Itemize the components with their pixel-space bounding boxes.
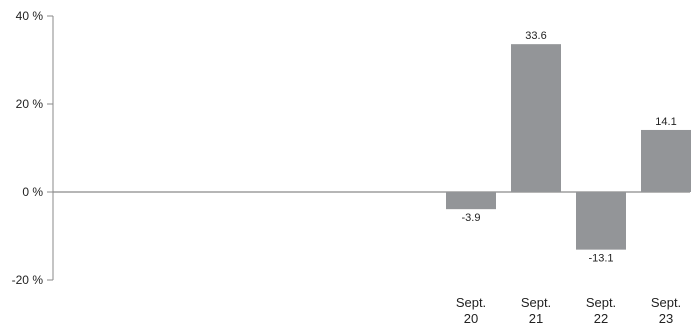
x-tick-label-line2: 23: [659, 311, 673, 326]
x-tick-label: Sept.: [651, 295, 681, 310]
y-tick-label: 40 %: [16, 9, 44, 23]
bar: [641, 129, 691, 192]
bar: [446, 192, 496, 210]
bars: -3.9 33.6 -13.1 14.1: [446, 30, 691, 265]
data-label: -3.9: [462, 212, 481, 224]
y-tick-label: -20 %: [12, 273, 44, 287]
x-tick-label-line2: 22: [594, 311, 608, 326]
data-label: 14.1: [655, 116, 676, 128]
data-label: 33.6: [525, 30, 546, 42]
bar: [511, 44, 561, 192]
x-tick-label: Sept.: [456, 295, 486, 310]
data-label: -13.1: [588, 253, 613, 265]
bar: [576, 192, 626, 250]
x-tick-label-line2: 20: [464, 311, 478, 326]
x-tick-label: Sept.: [521, 295, 551, 310]
y-tick-label: 0 %: [22, 185, 43, 199]
y-tick-label: 20 %: [16, 97, 44, 111]
x-tick-label-line2: 21: [529, 311, 543, 326]
x-tick-label: Sept.: [586, 295, 616, 310]
